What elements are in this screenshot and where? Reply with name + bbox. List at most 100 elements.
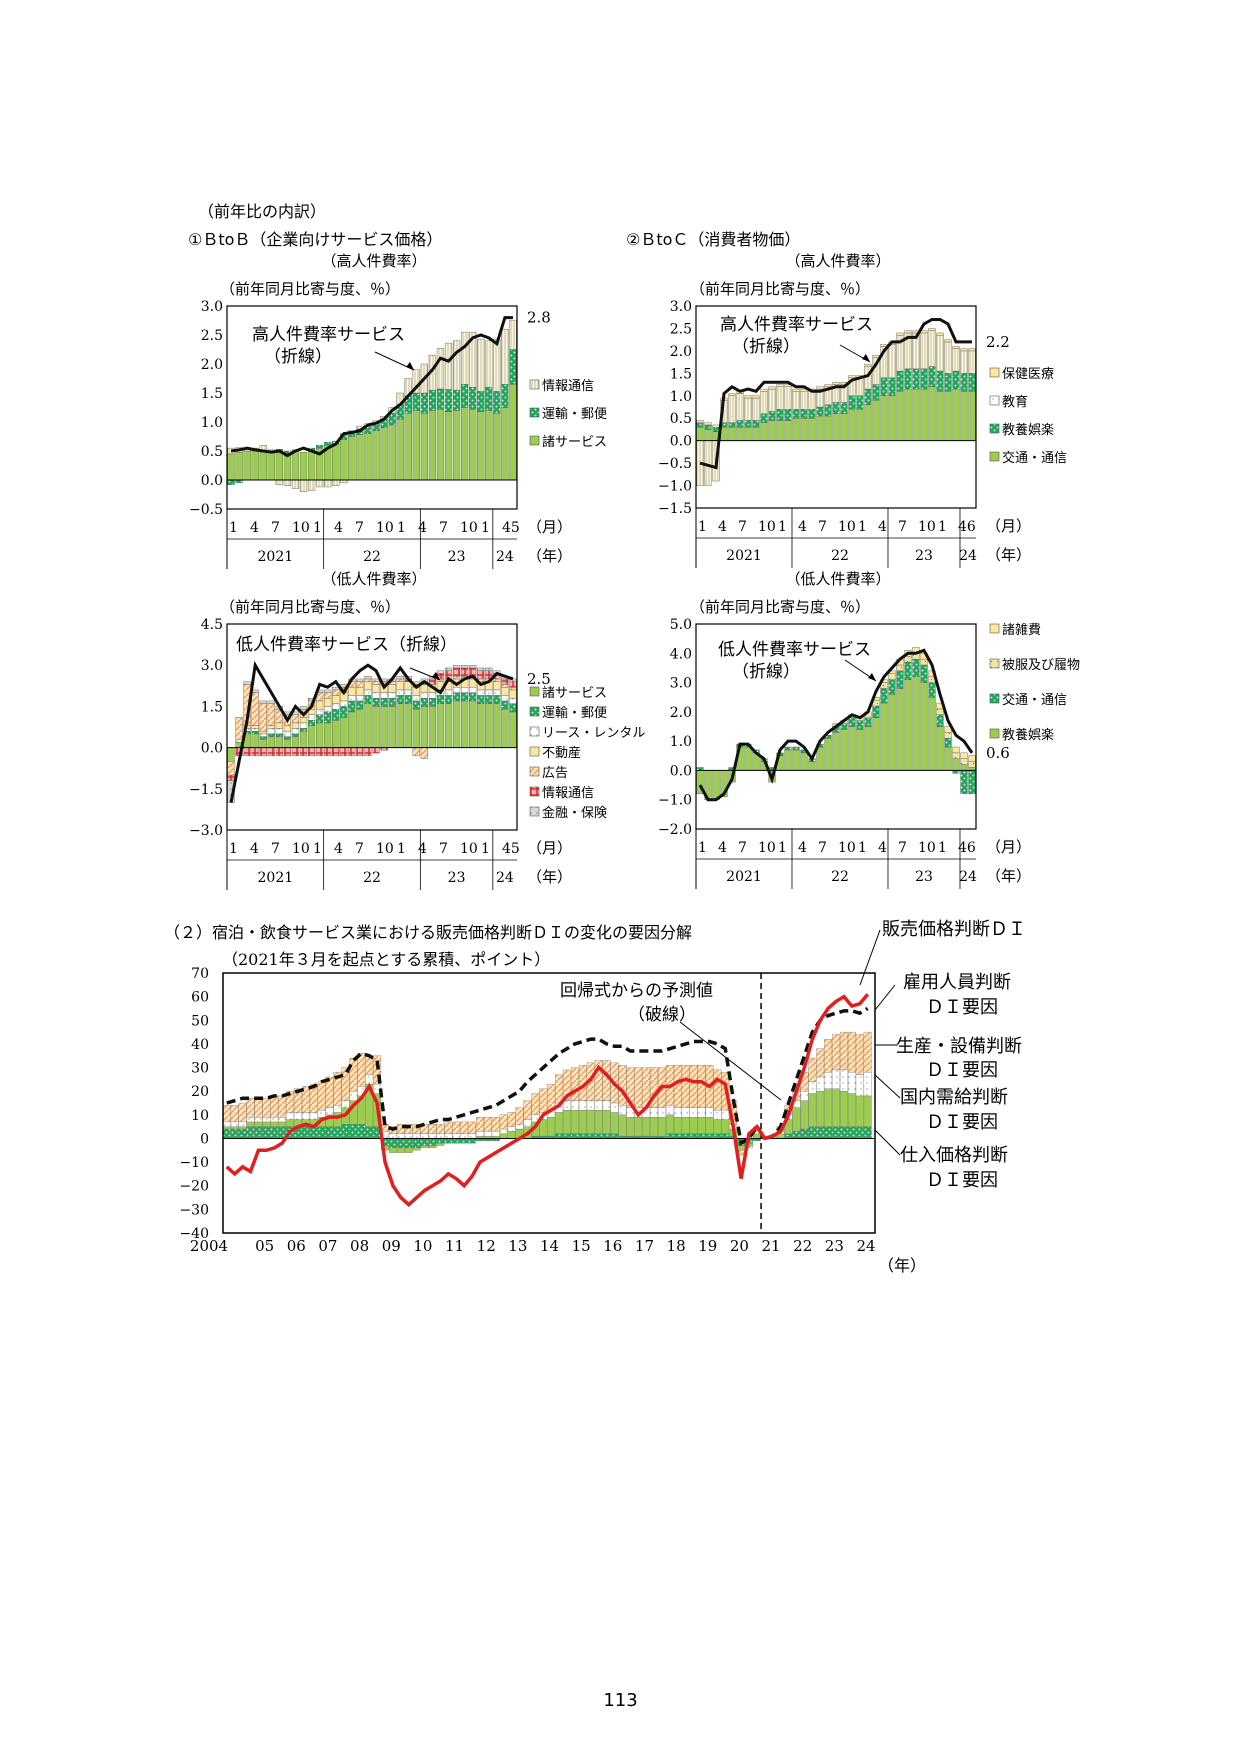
line-annotation: （折線） — [732, 337, 800, 357]
forecast-annotation: 回帰式からの予測値 — [560, 981, 713, 1001]
bar-segment — [412, 1138, 421, 1149]
plot-frame — [695, 305, 977, 509]
bar-segment — [267, 700, 275, 704]
bar-segment — [563, 1069, 571, 1101]
bar-segment — [855, 1034, 864, 1075]
bar-segment — [594, 1060, 603, 1101]
bar-segment — [235, 717, 243, 740]
bar-segment — [824, 1072, 833, 1089]
bar-segment — [840, 1031, 848, 1071]
bar-segment — [555, 1133, 564, 1139]
bar-segment — [476, 1117, 484, 1132]
bar-segment — [294, 1112, 302, 1120]
bar-segment — [325, 1126, 334, 1139]
bar-segment — [349, 1124, 358, 1139]
bar-segment — [222, 1128, 231, 1139]
bar-segment — [952, 346, 960, 349]
bar-segment — [309, 1083, 318, 1113]
bar-segment — [499, 1128, 508, 1134]
y-tick-label: −0.5 — [189, 502, 223, 518]
bar-segment — [586, 1100, 595, 1111]
bar-segment — [507, 1131, 516, 1139]
y-tick-label: 2.0 — [670, 344, 692, 360]
bar-segment — [610, 1102, 619, 1113]
bar-segment — [301, 1126, 310, 1139]
y-tick-label: 50 — [191, 1013, 209, 1029]
bar-segment — [491, 1131, 500, 1137]
bar-segment — [665, 1105, 674, 1115]
x-year-unit: （年） — [986, 546, 1031, 564]
x-month-label: 1 — [397, 841, 406, 857]
bar-segment — [349, 1057, 358, 1092]
bar-segment — [744, 395, 752, 399]
bar-segment — [847, 1031, 856, 1073]
bar-segment — [610, 1133, 619, 1139]
legend-label: 交通・通信 — [1002, 692, 1067, 708]
bar-segment — [460, 1133, 469, 1139]
bar-segment — [436, 670, 445, 674]
bar-segment — [222, 1121, 231, 1127]
bar-segment — [936, 332, 944, 336]
bar-segment — [301, 1112, 310, 1120]
bar-segment — [968, 755, 976, 762]
bar-segment — [444, 1133, 453, 1139]
x-tick-label: 2004 — [190, 1237, 228, 1255]
x-month-unit: （月） — [527, 518, 572, 536]
bar-segment — [469, 331, 477, 388]
y-tick-label: 30 — [191, 1061, 209, 1077]
x-month-label: 7 — [898, 519, 907, 535]
y-tick-label: 60 — [191, 990, 209, 1006]
legend-swatch — [529, 786, 540, 797]
bar-segment — [477, 338, 485, 392]
x-month-label: 7 — [271, 841, 280, 857]
x-month-label: 1 — [938, 519, 947, 535]
bar-segment — [365, 1074, 374, 1085]
line-annotation: （折線） — [264, 347, 332, 367]
bar-segment — [760, 388, 768, 392]
bar-segment — [246, 1117, 255, 1123]
bar-segment — [594, 1133, 603, 1139]
bar-segment — [286, 1091, 295, 1113]
bar-segment — [832, 1088, 840, 1127]
bar-segment — [278, 1121, 287, 1127]
x-month-label: 10 — [460, 520, 478, 536]
x-tick-label: 13 — [508, 1237, 527, 1255]
x-month-label: 10 — [918, 519, 936, 535]
bar-segment — [689, 1065, 698, 1108]
bar-segment — [602, 1133, 611, 1139]
bar-segment — [501, 329, 509, 385]
y-tick-label: −1.0 — [658, 479, 692, 495]
bar-segment — [254, 1098, 263, 1118]
bar-segment — [768, 386, 776, 390]
y-tick-label: 2.5 — [201, 328, 223, 344]
bar-segment — [571, 1133, 579, 1139]
legend-label: 情報通信 — [542, 786, 594, 801]
bar-segment — [404, 1133, 413, 1139]
x-tick-label: 06 — [287, 1237, 306, 1255]
bar-segment — [286, 1119, 295, 1127]
bar-segment — [555, 1112, 564, 1134]
side-label: 雇用人員判断 — [903, 972, 1011, 993]
bar-segment — [952, 746, 960, 754]
legend-label: 諸サービス — [542, 685, 607, 701]
bar-segment — [357, 1124, 366, 1139]
bar-segment — [539, 1088, 548, 1113]
side-label: 国内需給判断 — [900, 1087, 1008, 1108]
bar-segment — [571, 1067, 579, 1101]
annotation-arrowhead — [432, 672, 440, 680]
bar-segment — [324, 689, 332, 693]
x-year-unit: （年） — [527, 547, 572, 565]
x-year-label: 2021 — [726, 869, 762, 885]
x-month-label: 10 — [376, 841, 394, 857]
section1-heading: （前年比の内訳） — [198, 202, 327, 221]
bar-segment — [713, 1109, 722, 1120]
x-month-label: 7 — [738, 840, 747, 856]
bar-segment — [230, 1126, 239, 1130]
legend-label: リース・レンタル — [542, 726, 645, 741]
x-month-label: 1 — [938, 840, 947, 856]
bar-segment — [792, 1107, 801, 1132]
bar-segment — [507, 1126, 516, 1132]
